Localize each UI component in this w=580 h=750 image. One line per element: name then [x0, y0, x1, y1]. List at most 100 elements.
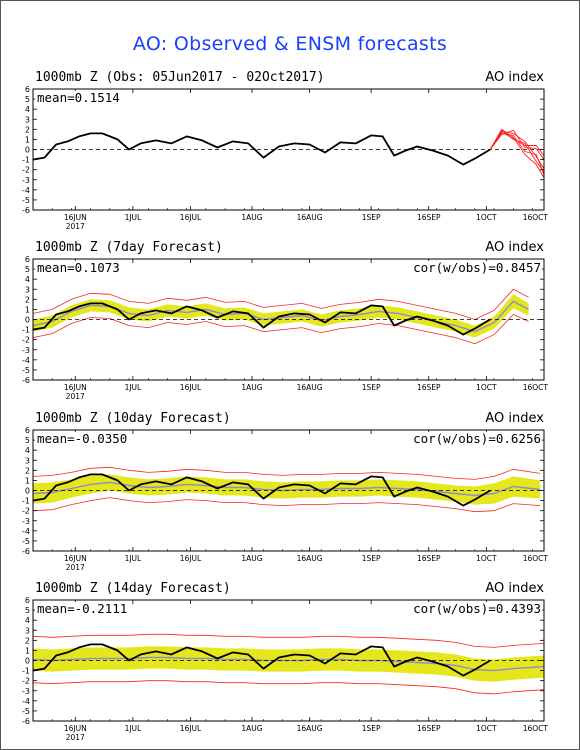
mean-label: mean=-0.2111: [37, 601, 127, 616]
spread-upper-line: [33, 633, 544, 648]
correlation-label: cor(w/obs)=0.8457: [413, 260, 541, 275]
figure-title: AO: Observed & ENSM forecasts: [132, 33, 448, 55]
forecast-member-line: [489, 131, 544, 156]
y-tick-label: -6: [22, 206, 30, 215]
y-tick-label: -6: [22, 547, 30, 556]
index-label: AO index: [485, 240, 544, 255]
y-tick-label: -1: [22, 497, 30, 506]
panel-title: 1000mb Z (10day Forecast): [35, 411, 231, 426]
y-tick-label: 4: [25, 446, 30, 455]
y-tick-label: -3: [22, 176, 30, 185]
y-tick-label: -6: [22, 717, 30, 726]
y-tick-label: 3: [25, 626, 30, 635]
x-tick-label: 16SEP: [417, 724, 441, 733]
y-tick-label: -5: [22, 366, 30, 375]
y-tick-label: 2: [25, 466, 30, 475]
y-tick-label: -4: [22, 186, 30, 195]
observed-line: [33, 643, 491, 677]
y-tick-label: -1: [22, 156, 30, 165]
spread-upper-line: [33, 288, 529, 320]
x-tick-label: 1OCT: [476, 554, 497, 563]
y-tick-label: -2: [22, 166, 30, 175]
x-tick-label: 16AUG: [297, 213, 323, 222]
x-tick-label: 16JUN: [64, 383, 87, 392]
y-tick-label: -5: [22, 707, 30, 716]
y-tick-label: 0: [25, 487, 30, 496]
mean-label-bg: [35, 261, 123, 275]
spread-lower-line: [33, 680, 544, 695]
x-tick-label: 16JUL: [180, 724, 202, 733]
x-tick-label: 1SEP: [362, 213, 381, 222]
x-tick-label: 1SEP: [362, 724, 381, 733]
y-tick-label: 1: [25, 135, 30, 144]
y-tick-label: 1: [25, 476, 30, 485]
mean-label-bg: [35, 91, 123, 105]
mean-label: mean=-0.0350: [37, 431, 127, 446]
panel-title: 1000mb Z (7day Forecast): [35, 240, 223, 255]
y-tick-label: 6: [25, 255, 30, 264]
y-tick-label: 0: [25, 657, 30, 666]
plot-area: [33, 128, 544, 178]
x-tick-label: 16JUN: [64, 213, 87, 222]
correlation-label: cor(w/obs)=0.4393: [413, 601, 541, 616]
x-tick-label: 16SEP: [417, 213, 441, 222]
x-tick-label: 16SEP: [417, 554, 441, 563]
y-tick-label: 4: [25, 275, 30, 284]
y-tick-label: 1: [25, 305, 30, 314]
y-tick-label: -5: [22, 537, 30, 546]
x-tick-label: 1OCT: [476, 383, 497, 392]
x-tick-label: 16JUN: [64, 724, 87, 733]
x-tick-label: 1AUG: [241, 554, 262, 563]
observed-line: [33, 473, 491, 507]
y-tick-label: 6: [25, 596, 30, 605]
y-tick-label: -3: [22, 517, 30, 526]
spread-band: [33, 646, 544, 682]
y-tick-label: -2: [22, 677, 30, 686]
cor-label-bg: [408, 602, 542, 616]
mean-label: mean=0.1073: [37, 260, 120, 275]
panel-title: 1000mb Z (14day Forecast): [35, 581, 231, 596]
panel-title: 1000mb Z (Obs: 05Jun2017 - 02Oct2017): [35, 70, 325, 85]
y-tick-label: 5: [25, 606, 30, 615]
chart-panel-1: 1000mb Z (Obs: 05Jun2017 - 02Oct2017) AO …: [22, 70, 548, 231]
plot-area: [33, 466, 544, 513]
plot-area: [33, 288, 544, 345]
x-tick-label: 1SEP: [362, 383, 381, 392]
x-tick-label: 16JUL: [180, 383, 202, 392]
x-tick-label: 16JUL: [180, 213, 202, 222]
x-tick-label: 16SEP: [417, 383, 441, 392]
cor-label-bg: [408, 432, 542, 446]
x-year-label: 2017: [66, 733, 85, 742]
index-label: AO index: [485, 70, 544, 85]
y-tick-label: 2: [25, 295, 30, 304]
spread-lower-line: [33, 497, 541, 513]
y-tick-label: 3: [25, 456, 30, 465]
x-tick-label: 16AUG: [297, 383, 323, 392]
y-tick-label: 4: [25, 105, 30, 114]
x-tick-label: 16OCT: [523, 383, 549, 392]
y-tick-label: -3: [22, 687, 30, 696]
mean-label: mean=0.1514: [37, 90, 120, 105]
observed-line: [33, 132, 491, 166]
x-tick-label: 1OCT: [476, 213, 497, 222]
y-tick-label: -3: [22, 346, 30, 355]
x-tick-label: 1SEP: [362, 554, 381, 563]
y-tick-label: 2: [25, 636, 30, 645]
correlation-label: cor(w/obs)=0.6256: [413, 431, 541, 446]
y-tick-label: 0: [25, 146, 30, 155]
y-tick-label: 6: [25, 426, 30, 435]
cor-label-bg: [408, 261, 542, 275]
spread-lower-line: [33, 314, 529, 345]
x-tick-label: 1AUG: [241, 213, 262, 222]
x-tick-label: 16OCT: [523, 724, 549, 733]
forecast-member-line: [489, 129, 544, 172]
x-tick-label: 1AUG: [241, 724, 262, 733]
ensemble-mean-line: [33, 656, 544, 672]
y-tick-label: 4: [25, 616, 30, 625]
y-tick-label: 6: [25, 85, 30, 94]
x-tick-label: 1JUL: [125, 724, 142, 733]
